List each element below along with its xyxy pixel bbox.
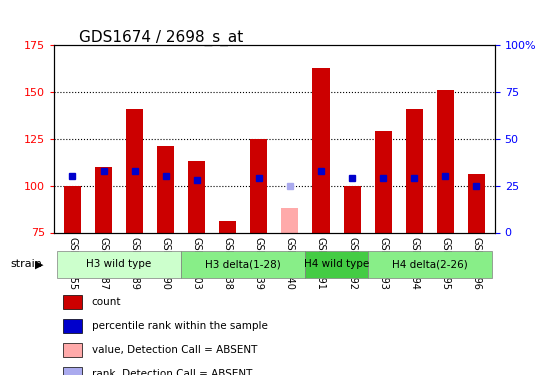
Text: H3 delta(1-28): H3 delta(1-28) (206, 260, 281, 269)
Text: H4 delta(2-26): H4 delta(2-26) (392, 260, 468, 269)
Bar (157, 146, 174, 232)
Text: H4 wild type: H4 wild type (304, 260, 369, 269)
Text: rank, Detection Call = ABSENT: rank, Detection Call = ABSENT (91, 369, 252, 375)
Text: percentile rank within the sample: percentile rank within the sample (91, 321, 267, 331)
Bar (63, 319, 82, 333)
Bar (250, 139, 267, 232)
Bar (437, 90, 454, 232)
FancyBboxPatch shape (181, 251, 306, 278)
FancyBboxPatch shape (367, 251, 492, 278)
Text: GDS1674 / 2698_s_at: GDS1674 / 2698_s_at (79, 30, 244, 46)
Bar (95, 167, 112, 232)
Bar (406, 109, 423, 232)
Bar (63, 343, 82, 357)
Bar (63, 367, 82, 375)
FancyBboxPatch shape (306, 251, 367, 278)
Bar (64, 186, 81, 232)
Bar (188, 161, 206, 232)
Bar (220, 221, 236, 232)
Bar (468, 174, 485, 232)
FancyBboxPatch shape (57, 251, 181, 278)
Bar (343, 186, 360, 232)
Text: H3 wild type: H3 wild type (87, 260, 152, 269)
Text: value, Detection Call = ABSENT: value, Detection Call = ABSENT (91, 345, 257, 355)
Text: count: count (91, 297, 121, 307)
Bar (313, 68, 329, 232)
Text: strain: strain (11, 260, 43, 269)
Bar (374, 131, 392, 232)
Bar (63, 295, 82, 309)
Bar (281, 208, 299, 232)
Bar (126, 109, 143, 232)
Text: ▶: ▶ (35, 260, 44, 269)
